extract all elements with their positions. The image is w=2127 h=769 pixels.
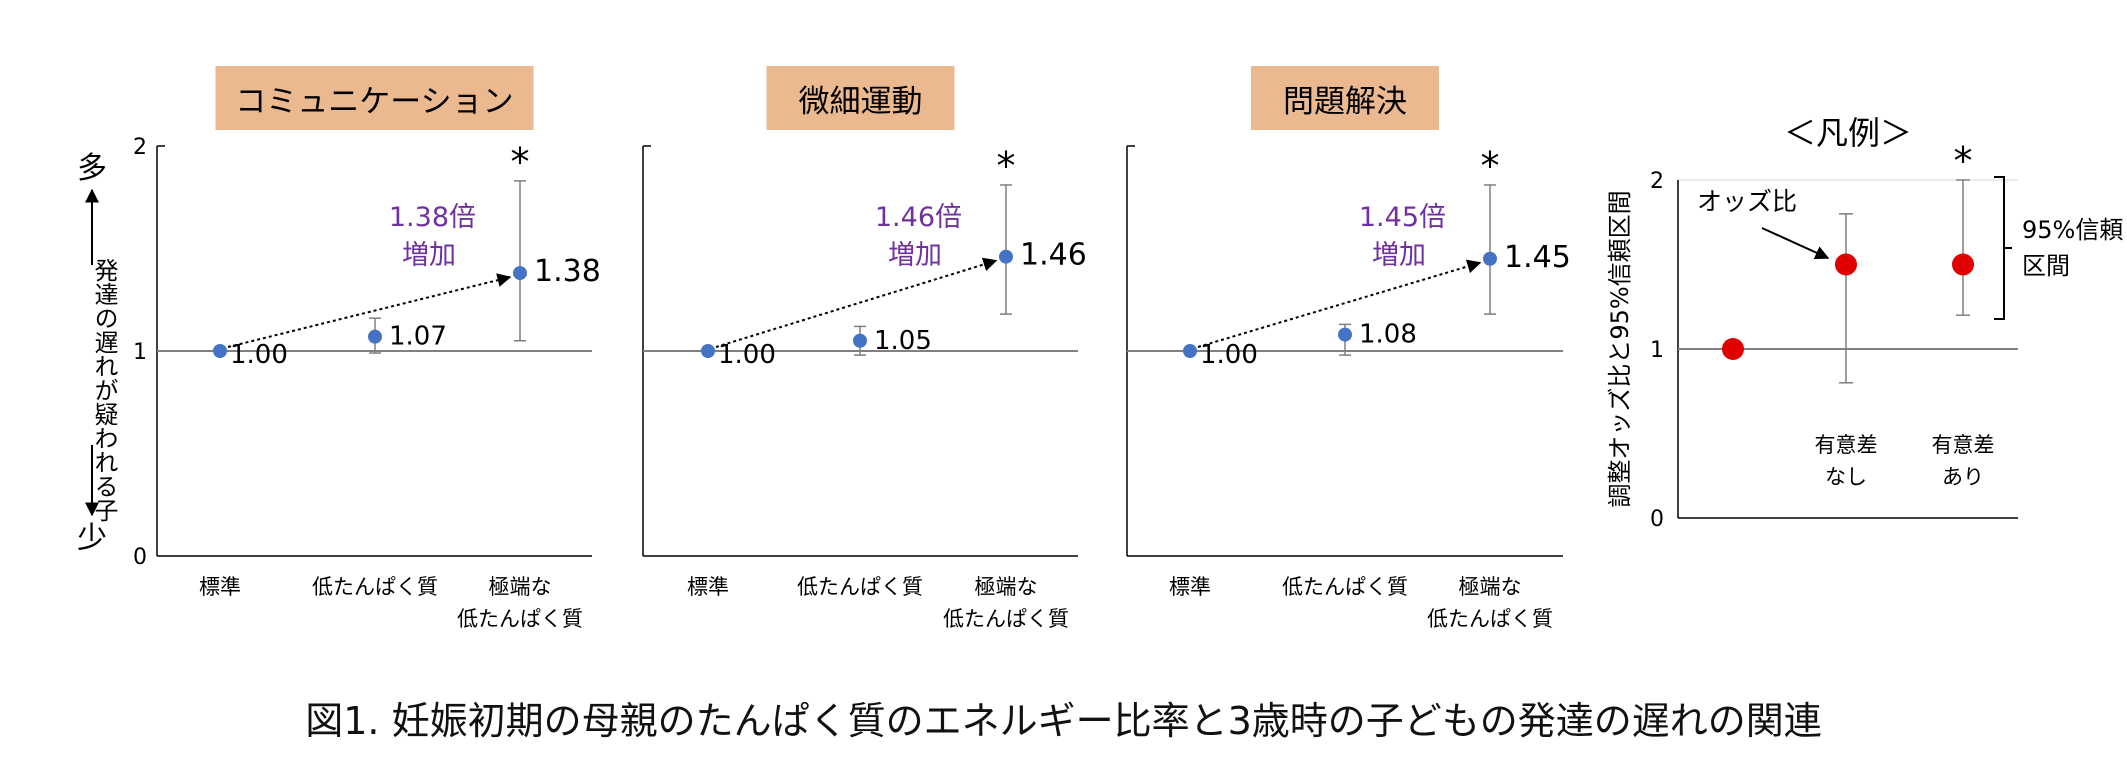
value-label: 1.38 [534, 254, 601, 289]
value-label: 1.00 [1200, 340, 1258, 370]
increase-annotation-2: 増加 [888, 240, 942, 271]
y-tick-label: 0 [133, 545, 147, 570]
value-label: 1.05 [874, 326, 932, 356]
panel-title: 問題解決 [1283, 84, 1407, 120]
category-label: 極端な [489, 575, 552, 599]
value-label: 1.45 [1504, 240, 1571, 275]
trend-arrow [227, 273, 512, 348]
legend-category-label: 有意差 [1932, 433, 1995, 457]
delay-label: 発達の遅れが疑われる子 [90, 258, 118, 522]
data-point [1183, 344, 1197, 358]
category-label: 極端な [975, 575, 1038, 599]
more-label: 多 [77, 151, 107, 186]
value-label: 1.08 [1359, 320, 1417, 350]
value-label: 1.07 [389, 322, 447, 352]
y-tick-label: 2 [133, 135, 147, 160]
legend-y-tick-label: 2 [1650, 169, 1664, 194]
data-point [368, 329, 382, 344]
legend-y-tick-label: 1 [1650, 338, 1664, 363]
y-tick-label: 1 [133, 340, 147, 365]
increase-annotation-1: 1.46倍 [875, 202, 962, 233]
ci-bracket [1994, 176, 2012, 320]
legend-point [1722, 338, 1744, 360]
y-axis-side-label: 多 少 発達の遅れが疑われる子 [77, 151, 118, 556]
category-label: 低たんぱく質 [1427, 607, 1553, 631]
legend-category-label: あり [1942, 465, 1984, 489]
data-point [853, 333, 867, 348]
less-label: 少 [77, 521, 107, 556]
data-point [1338, 327, 1352, 342]
significance-star: * [1481, 144, 1500, 188]
odds-ratio-arrow [1761, 227, 1830, 260]
data-point [999, 249, 1013, 264]
increase-annotation-1: 1.38倍 [389, 202, 476, 233]
panel-title: コミュニケーション [235, 84, 513, 120]
increase-annotation-2: 増加 [1372, 240, 1426, 271]
value-label: 1.46 [1020, 238, 1087, 273]
category-label: 低たんぱく質 [1282, 575, 1408, 599]
category-label: 低たんぱく質 [797, 575, 923, 599]
legend-title: ＜凡例＞ [1784, 114, 1912, 152]
panel-title-box [1251, 66, 1439, 130]
trend-arrow [1197, 259, 1482, 348]
panel-title-box [766, 66, 955, 130]
category-label: 標準 [1169, 575, 1211, 599]
category-label: 極端な [1459, 575, 1522, 599]
category-label: 低たんぱく質 [457, 607, 583, 631]
data-point [213, 344, 227, 358]
significance-star: * [511, 140, 530, 184]
legend-point [1952, 253, 1974, 276]
odds-ratio-label: オッズ比 [1697, 187, 1797, 216]
legend-category-label: 有意差 [1815, 433, 1878, 457]
category-label: 標準 [199, 575, 241, 599]
increase-annotation-2: 増加 [402, 240, 456, 271]
figure-caption: 図1. 妊娠初期の母親のたんぱく質のエネルギー比率と3歳時の子どもの発達の遅れの… [305, 699, 1822, 743]
data-point [513, 266, 527, 281]
legend-point [1835, 253, 1857, 276]
data-point [701, 344, 715, 358]
category-label: 低たんぱく質 [312, 575, 438, 599]
legend-significance-star: * [1954, 139, 1973, 183]
data-point [1483, 251, 1497, 266]
legend-category-label: なし [1825, 465, 1867, 489]
significance-star: * [997, 144, 1016, 188]
panel-title: 微細運動 [799, 84, 923, 120]
legend-y-tick-label: 0 [1650, 507, 1664, 532]
increase-annotation-1: 1.45倍 [1359, 202, 1446, 233]
ci-label-1: 95%信頼 [2022, 216, 2123, 244]
category-label: 低たんぱく質 [943, 607, 1069, 631]
legend-y-label: 調整オッズ比と95%信頼区間 [1606, 190, 1634, 507]
trend-arrow [715, 257, 998, 348]
panel-title-box [215, 66, 534, 130]
value-label: 1.00 [718, 340, 776, 370]
value-label: 1.00 [230, 340, 288, 370]
ci-label-2: 区間 [2022, 252, 2070, 280]
category-label: 標準 [687, 575, 729, 599]
